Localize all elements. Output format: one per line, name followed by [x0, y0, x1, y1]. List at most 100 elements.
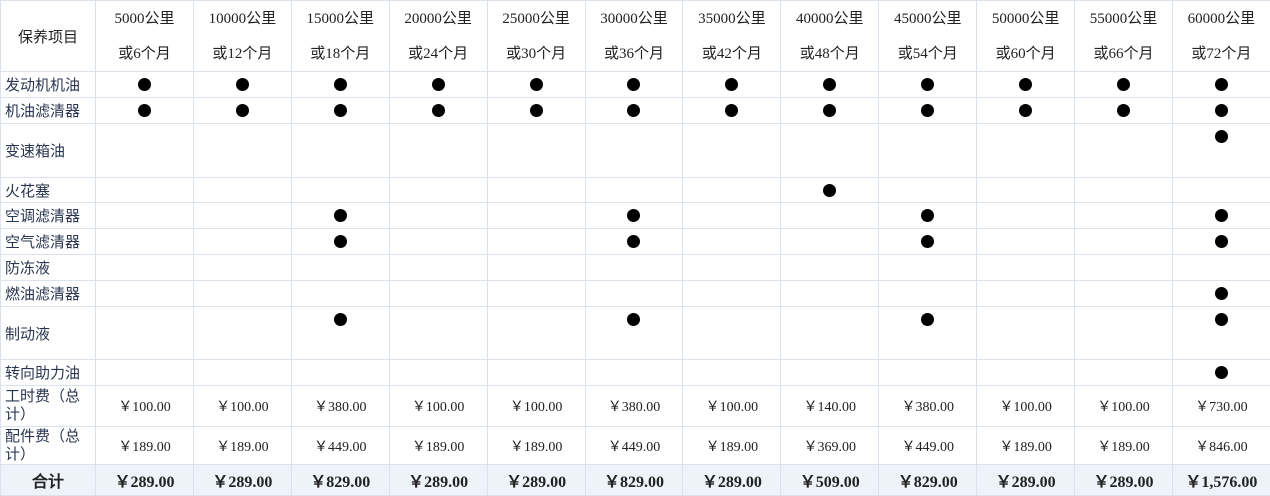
total-row: 合计￥289.00￥289.00￥829.00￥289.00￥289.00￥82…	[1, 465, 1270, 496]
item-cell	[96, 203, 194, 229]
item-cell	[96, 124, 194, 178]
fee-amount: ￥380.00	[291, 386, 389, 427]
item-cell	[781, 281, 879, 307]
interval-time: 或48个月	[781, 36, 878, 71]
fee-amount: ￥846.00	[1172, 427, 1270, 465]
item-cell	[977, 72, 1075, 98]
due-dot	[432, 78, 445, 91]
item-cell	[781, 307, 879, 360]
item-cell	[683, 281, 781, 307]
item-row: 机油滤清器	[1, 98, 1270, 124]
interval-header: 55000公里或66个月	[1075, 1, 1173, 72]
due-dot	[334, 104, 347, 117]
interval-distance: 30000公里	[586, 1, 683, 36]
due-dot	[334, 209, 347, 222]
due-dot	[823, 184, 836, 197]
due-dot	[1215, 78, 1228, 91]
item-cell	[487, 307, 585, 360]
due-dot	[432, 104, 445, 117]
interval-distance: 40000公里	[781, 1, 878, 36]
item-cell	[585, 72, 683, 98]
total-amount: ￥289.00	[96, 465, 194, 496]
item-cell	[96, 307, 194, 360]
item-cell	[879, 124, 977, 178]
item-cell	[96, 178, 194, 203]
item-cell	[879, 203, 977, 229]
item-cell	[389, 178, 487, 203]
interval-header: 5000公里或6个月	[96, 1, 194, 72]
item-cell	[781, 98, 879, 124]
item-cell	[781, 255, 879, 281]
total-amount: ￥509.00	[781, 465, 879, 496]
item-cell	[389, 203, 487, 229]
due-dot	[1019, 104, 1032, 117]
fee-amount: ￥189.00	[977, 427, 1075, 465]
due-dot	[236, 78, 249, 91]
item-cell	[96, 281, 194, 307]
item-cell	[487, 203, 585, 229]
interval-time: 或24个月	[390, 36, 487, 71]
item-cell	[683, 360, 781, 386]
due-dot	[334, 78, 347, 91]
due-dot	[921, 235, 934, 248]
item-cell	[585, 307, 683, 360]
item-cell	[683, 124, 781, 178]
item-row: 变速箱油	[1, 124, 1270, 178]
due-dot	[138, 104, 151, 117]
item-name: 空气滤清器	[1, 229, 96, 255]
due-dot	[1215, 366, 1228, 379]
item-cell	[1075, 307, 1173, 360]
due-dot	[725, 104, 738, 117]
total-amount: ￥829.00	[879, 465, 977, 496]
item-cell	[487, 255, 585, 281]
item-cell	[1075, 72, 1173, 98]
item-cell	[781, 124, 879, 178]
fee-amount: ￥100.00	[977, 386, 1075, 427]
item-cell	[96, 229, 194, 255]
item-cell	[683, 203, 781, 229]
total-amount: ￥289.00	[683, 465, 781, 496]
due-dot	[921, 313, 934, 326]
item-cell	[879, 98, 977, 124]
interval-time: 或66个月	[1075, 36, 1172, 71]
interval-distance: 5000公里	[96, 1, 193, 36]
item-cell	[977, 229, 1075, 255]
fee-amount: ￥140.00	[781, 386, 879, 427]
total-name: 合计	[1, 465, 96, 496]
interval-header: 10000公里或12个月	[193, 1, 291, 72]
item-cell	[781, 178, 879, 203]
interval-header: 15000公里或18个月	[291, 1, 389, 72]
total-amount: ￥289.00	[977, 465, 1075, 496]
item-cell	[1172, 124, 1270, 178]
item-cell	[389, 281, 487, 307]
due-dot	[627, 104, 640, 117]
item-cell	[193, 178, 291, 203]
total-amount: ￥289.00	[487, 465, 585, 496]
item-cell	[1075, 255, 1173, 281]
interval-header: 20000公里或24个月	[389, 1, 487, 72]
due-dot	[334, 313, 347, 326]
due-dot	[138, 78, 151, 91]
item-cell	[487, 178, 585, 203]
fee-amount: ￥449.00	[585, 427, 683, 465]
fee-amount: ￥100.00	[389, 386, 487, 427]
due-dot	[1117, 78, 1130, 91]
total-amount: ￥829.00	[585, 465, 683, 496]
fee-amount: ￥100.00	[1075, 386, 1173, 427]
item-cell	[683, 255, 781, 281]
total-amount: ￥289.00	[193, 465, 291, 496]
item-cell	[487, 72, 585, 98]
interval-header: 30000公里或36个月	[585, 1, 683, 72]
item-row: 火花塞	[1, 178, 1270, 203]
item-cell	[1172, 229, 1270, 255]
item-cell	[389, 72, 487, 98]
fee-amount: ￥100.00	[487, 386, 585, 427]
interval-distance: 35000公里	[683, 1, 780, 36]
fee-row: 工时费（总计）￥100.00￥100.00￥380.00￥100.00￥100.…	[1, 386, 1270, 427]
item-cell	[585, 281, 683, 307]
due-dot	[823, 78, 836, 91]
item-cell	[389, 124, 487, 178]
due-dot	[1215, 209, 1228, 222]
